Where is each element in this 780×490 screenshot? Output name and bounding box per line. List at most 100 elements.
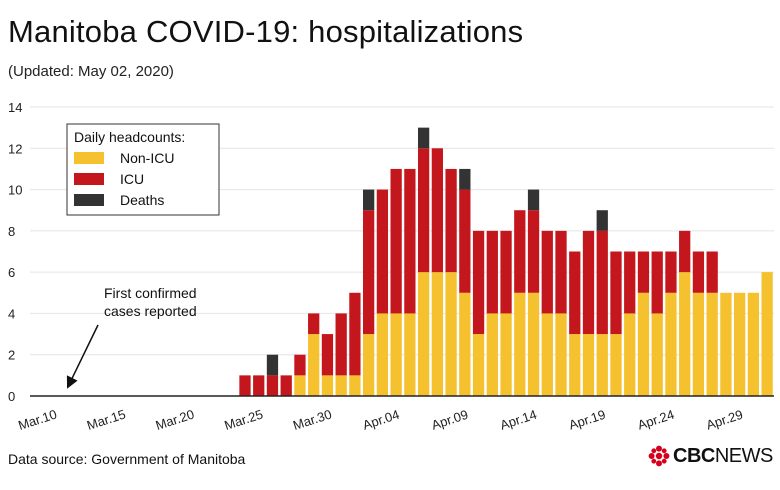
- bar-segment-icu: [459, 189, 471, 293]
- annotation-arrow: [66, 324, 99, 389]
- bar-segment-deaths: [266, 354, 279, 376]
- y-tick-label: 2: [8, 348, 15, 363]
- bar-segment-icu: [431, 148, 443, 273]
- bar-segment-icu: [610, 251, 622, 335]
- cbc-news-logo: CBCNEWS: [648, 444, 773, 468]
- x-tick-label: Mar.10: [16, 406, 58, 433]
- bar-segment-non-icu: [376, 313, 389, 396]
- x-tick-label: Apr.29: [704, 407, 744, 433]
- y-tick-label: 10: [8, 183, 22, 198]
- bar-segment-icu: [569, 251, 581, 335]
- bar-segment-icu: [500, 230, 512, 314]
- bar-segment-icu: [239, 375, 251, 396]
- data-source-note: Data source: Government of Manitoba: [8, 451, 246, 467]
- y-tick-label: 0: [8, 389, 15, 404]
- bars: [239, 127, 773, 396]
- bar-segment-icu: [253, 375, 265, 396]
- bar-segment-non-icu: [596, 334, 608, 396]
- bar-segment-icu: [280, 375, 292, 396]
- bar-segment-icu: [472, 230, 485, 335]
- bar-segment-non-icu: [665, 292, 677, 396]
- bar-segment-non-icu: [679, 272, 691, 396]
- bar-segment-icu: [665, 251, 677, 293]
- bar-segment-non-icu: [431, 272, 443, 396]
- bar-segment-icu: [541, 230, 553, 314]
- chart-subtitle: (Updated: May 02, 2020): [8, 63, 174, 80]
- bar-segment-icu: [596, 230, 608, 335]
- bar-segment-icu: [335, 313, 347, 376]
- bar-segment-non-icu: [486, 313, 498, 396]
- bar-segment-non-icu: [706, 292, 718, 396]
- bar-segment-non-icu: [651, 313, 663, 396]
- bar-segment-non-icu: [335, 375, 347, 396]
- bar-segment-icu: [404, 168, 416, 314]
- x-tick-label: Apr.19: [567, 407, 607, 433]
- bar-segment-non-icu: [472, 334, 485, 396]
- bar-segment-non-icu: [500, 313, 512, 396]
- x-tick-label: Apr.14: [498, 407, 538, 433]
- bar-segment-non-icu: [541, 313, 553, 396]
- axes: 0 2 4 6 8 10 12 14 Mar.10 Mar.15 Mar.20 Mar.25 Mar.3…: [8, 100, 774, 433]
- bar-segment-icu: [417, 148, 430, 273]
- bar-segment-icu: [363, 210, 375, 335]
- x-tick-label: Mar.25: [222, 406, 264, 433]
- bar-segment-icu: [308, 313, 320, 335]
- bar-segment-deaths: [417, 127, 430, 149]
- bar-segment-non-icu: [417, 272, 430, 396]
- legend: Daily headcounts: Non-ICU ICU Deaths: [66, 123, 220, 216]
- bar-segment-icu: [445, 168, 457, 273]
- brand-bold: CBC: [673, 444, 715, 467]
- bar-segment-icu: [486, 230, 498, 314]
- bar-segment-icu: [390, 168, 402, 314]
- x-tick-label: Apr.09: [430, 407, 470, 433]
- bar-segment-non-icu: [294, 375, 306, 396]
- bar-segment-non-icu: [445, 272, 457, 396]
- x-tick-label: Apr.04: [361, 407, 401, 433]
- bar-segment-non-icu: [390, 313, 402, 396]
- bar-segment-non-icu: [720, 292, 732, 396]
- bar-segment-non-icu: [514, 292, 526, 396]
- legend-swatch-deaths: [74, 194, 104, 206]
- bar-segment-icu: [266, 375, 279, 396]
- brand-wordmark: CBCNEWS: [673, 445, 773, 468]
- x-tick-label: Mar.30: [291, 406, 333, 433]
- bar-segment-non-icu: [734, 292, 746, 396]
- bar-segment-non-icu: [404, 313, 416, 396]
- bar-segment-non-icu: [363, 334, 375, 396]
- x-tick-label: Apr.24: [636, 407, 676, 433]
- y-tick-label: 4: [8, 306, 15, 321]
- bar-segment-non-icu: [582, 334, 595, 396]
- bar-segment-icu: [637, 251, 650, 293]
- legend-swatch-non-icu: [74, 152, 104, 164]
- bar-segment-non-icu: [569, 334, 581, 396]
- bar-segment-icu: [582, 230, 595, 335]
- bar-segment-non-icu: [747, 292, 760, 396]
- legend-title: Daily headcounts:: [74, 129, 185, 145]
- bar-segment-deaths: [363, 189, 375, 211]
- bar-segment-non-icu: [349, 375, 361, 396]
- bar-segment-icu: [376, 189, 389, 314]
- legend-swatch-icu: [74, 173, 104, 185]
- bar-segment-non-icu: [321, 375, 334, 396]
- annotation-text: First confirmed: [104, 285, 197, 301]
- chart-title: Manitoba COVID-19: hospitalizations: [8, 14, 524, 49]
- bar-segment-icu: [294, 354, 306, 376]
- bar-segment-icu: [555, 230, 567, 314]
- bar-segment-non-icu: [308, 334, 320, 396]
- brand-light: NEWS: [714, 444, 774, 467]
- bar-segment-non-icu: [761, 272, 773, 396]
- annotation: First confirmed cases reported: [66, 285, 197, 389]
- bar-segment-icu: [679, 230, 691, 273]
- y-tick-label: 12: [8, 141, 22, 156]
- cbc-gem-icon: [648, 445, 670, 467]
- bar-segment-icu: [349, 292, 361, 376]
- bar-segment-icu: [624, 251, 636, 314]
- y-tick-label: 8: [8, 224, 15, 239]
- x-tick-label: Mar.20: [154, 406, 196, 433]
- legend-label: Non-ICU: [120, 150, 174, 166]
- annotation-text: cases reported: [104, 303, 197, 319]
- bar-segment-deaths: [459, 168, 471, 190]
- bar-segment-deaths: [527, 189, 540, 211]
- bar-segment-non-icu: [624, 313, 636, 396]
- bar-segment-non-icu: [610, 334, 622, 396]
